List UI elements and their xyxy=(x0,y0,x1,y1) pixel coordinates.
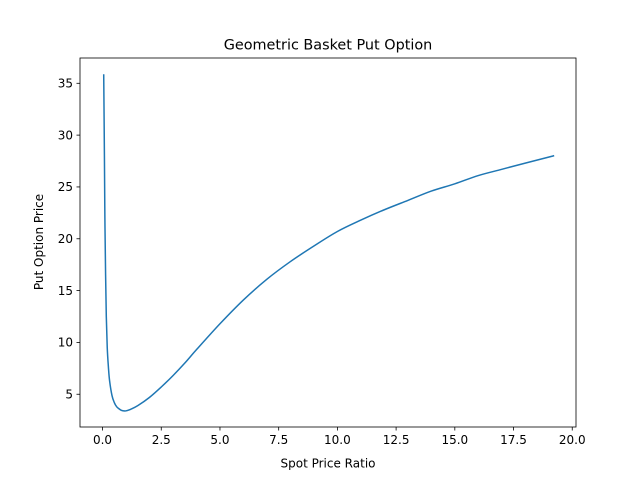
y-tick-label: 30 xyxy=(58,128,73,142)
x-tick-label: 17.5 xyxy=(500,433,527,447)
x-axis-label: Spot Price Ratio xyxy=(281,457,376,471)
series-layer xyxy=(102,74,555,412)
plot-area-frame xyxy=(79,57,577,428)
x-tick-label: 0.0 xyxy=(93,433,112,447)
y-axis-label: Put Option Price xyxy=(32,194,46,290)
x-tick-label: 7.5 xyxy=(269,433,288,447)
y-tick-label: 5 xyxy=(65,388,73,402)
series-line xyxy=(102,74,555,412)
x-tick-label: 10.0 xyxy=(324,433,351,447)
x-tick-label: 5.0 xyxy=(210,433,229,447)
y-tick-label: 15 xyxy=(58,284,73,298)
x-tick-label: 20.0 xyxy=(559,433,586,447)
y-tick-label: 10 xyxy=(58,336,73,350)
x-tick-label: 2.5 xyxy=(152,433,171,447)
x-axis: 0.0 2.5 5.0 7.5 10.0 12.5 15.0 17.5 20.0 xyxy=(93,427,586,447)
y-tick-label: 20 xyxy=(58,232,73,246)
x-tick-label: 15.0 xyxy=(441,433,468,447)
y-tick-label: 25 xyxy=(58,180,73,194)
x-tick-label: 12.5 xyxy=(383,433,410,447)
y-tick-label: 35 xyxy=(58,77,73,91)
y-axis: 5 10 15 20 25 30 35 xyxy=(58,77,80,402)
chart-title: Geometric Basket Put Option xyxy=(224,38,433,54)
